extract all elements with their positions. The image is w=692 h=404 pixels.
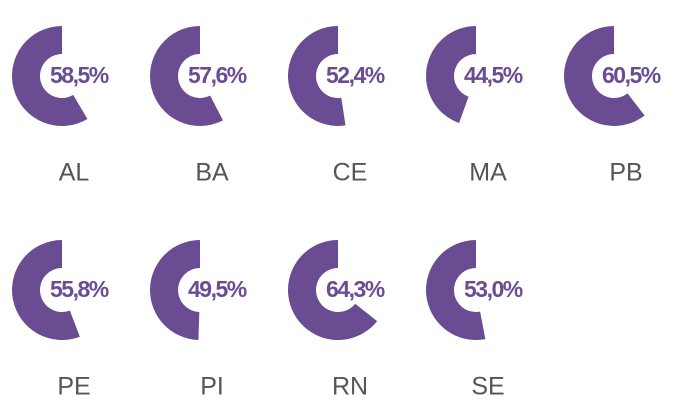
donut-arc [287, 240, 378, 340]
value-label: 55,8% [50, 276, 109, 302]
value-label: 57,6% [188, 62, 247, 88]
donut-arc [563, 26, 645, 126]
value-label: 44,5% [464, 62, 523, 88]
donut-arc [149, 26, 223, 127]
value-label: 52,4% [326, 62, 385, 88]
donut-arc [12, 240, 80, 340]
category-label: BA [195, 159, 229, 187]
donut-arc [149, 240, 200, 340]
value-label: 60,5% [602, 62, 661, 88]
value-label: 58,5% [50, 62, 109, 88]
value-label: 64,3% [326, 276, 385, 302]
donut-arc [288, 26, 346, 127]
value-label: 53,0% [464, 276, 523, 302]
category-label: PB [609, 159, 642, 187]
category-label: SE [471, 373, 504, 401]
category-label: PE [57, 373, 90, 401]
donut-arc [11, 26, 88, 126]
category-label: RN [332, 373, 368, 401]
category-label: CE [333, 159, 368, 187]
category-label: PI [200, 373, 224, 401]
category-label: AL [59, 159, 90, 187]
value-label: 49,5% [188, 276, 247, 302]
donut-arc [426, 26, 476, 124]
category-label: MA [469, 159, 507, 187]
donut-arc [425, 240, 486, 340]
